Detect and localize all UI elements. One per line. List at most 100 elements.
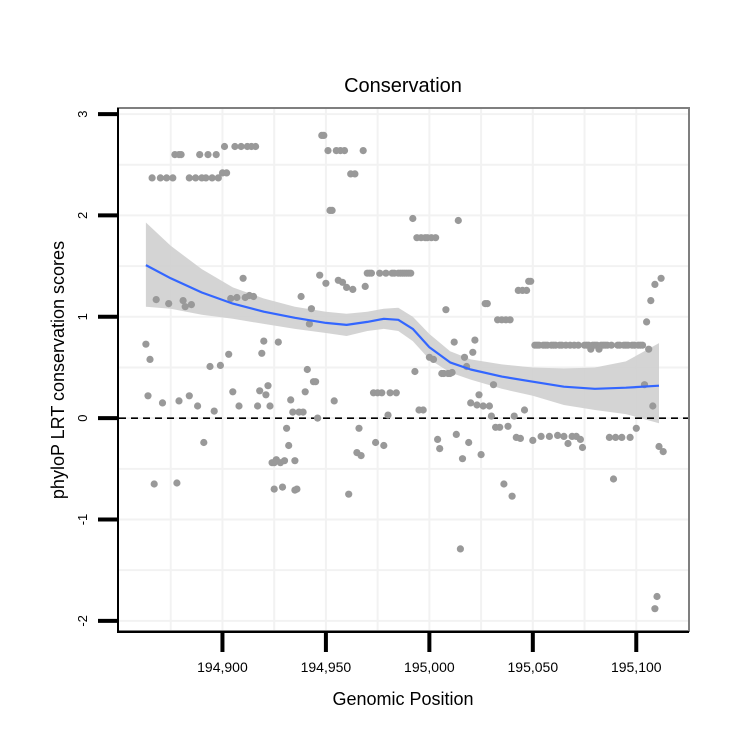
data-point	[529, 436, 537, 444]
x-tick-label: 195,000	[404, 659, 455, 675]
data-point	[274, 338, 282, 346]
x-tick-label: 195,100	[611, 659, 662, 675]
data-point	[429, 355, 438, 363]
data-point	[469, 348, 477, 356]
data-point	[185, 174, 193, 182]
data-point	[345, 490, 353, 498]
data-point	[185, 392, 193, 400]
data-point	[376, 269, 384, 277]
data-point	[150, 480, 158, 488]
data-point	[227, 294, 235, 303]
data-point	[450, 338, 458, 346]
data-point	[626, 433, 634, 441]
data-point	[233, 293, 241, 302]
data-point	[655, 442, 663, 451]
chart-title: Conservation	[344, 75, 462, 97]
data-point	[649, 402, 657, 410]
data-point	[500, 480, 508, 488]
data-point	[181, 303, 189, 311]
data-point	[657, 274, 665, 282]
data-point	[351, 170, 359, 178]
data-point	[643, 318, 651, 326]
data-point	[179, 297, 187, 305]
data-point	[293, 485, 301, 493]
data-point	[355, 424, 363, 432]
data-point	[576, 435, 585, 443]
y-tick-label: -1	[75, 514, 90, 526]
data-point	[578, 443, 587, 452]
data-point	[554, 431, 562, 439]
data-point	[510, 412, 518, 420]
data-point	[392, 389, 400, 397]
data-point	[142, 340, 150, 348]
data-point	[340, 147, 349, 155]
data-point	[372, 438, 380, 447]
data-point	[206, 362, 214, 371]
data-point	[216, 361, 224, 369]
data-point	[305, 320, 313, 328]
data-point	[330, 397, 338, 405]
data-point	[382, 269, 390, 277]
data-point	[659, 448, 667, 456]
data-point	[458, 455, 467, 463]
data-point	[214, 174, 222, 182]
data-point	[320, 131, 328, 139]
data-point	[651, 605, 659, 613]
data-point	[452, 430, 460, 438]
data-point	[607, 341, 616, 349]
data-point	[314, 414, 322, 422]
data-point	[361, 282, 369, 290]
data-point	[516, 434, 525, 442]
data-point	[303, 365, 311, 374]
data-point	[506, 316, 514, 324]
data-point	[564, 439, 572, 448]
data-point	[169, 174, 177, 182]
data-point	[254, 402, 262, 410]
data-point	[411, 367, 419, 376]
smooth-line-layer	[145, 264, 660, 390]
data-point	[496, 423, 504, 431]
data-point	[146, 355, 154, 363]
data-point	[612, 433, 620, 441]
y-axis-label: phyloP LRT conservation scores	[48, 241, 68, 499]
data-point	[192, 174, 200, 182]
data-point	[605, 433, 614, 441]
data-point	[359, 147, 367, 155]
y-tick-label: 2	[75, 212, 90, 219]
data-point	[523, 286, 531, 294]
data-point	[200, 438, 208, 447]
data-point	[483, 300, 491, 308]
data-point	[504, 422, 512, 430]
data-point	[471, 336, 479, 344]
data-point	[225, 350, 233, 358]
y-tick-label: 3	[75, 110, 90, 117]
data-point	[467, 399, 475, 407]
x-axis-label: Genomic Position	[332, 689, 473, 709]
data-point	[448, 368, 456, 377]
data-point	[475, 391, 483, 399]
data-point	[260, 337, 268, 345]
data-point	[485, 402, 493, 410]
data-point	[289, 408, 297, 416]
data-point	[477, 451, 485, 459]
data-point	[465, 438, 473, 447]
data-point	[349, 285, 357, 293]
data-point	[520, 406, 529, 414]
data-point	[442, 306, 450, 314]
data-point	[632, 424, 640, 432]
data-point	[175, 397, 183, 405]
data-point	[384, 411, 392, 419]
data-point	[489, 381, 498, 389]
data-point	[651, 280, 659, 288]
y-tick-label: 0	[75, 414, 90, 421]
data-point	[187, 301, 195, 309]
data-point	[194, 402, 202, 410]
data-point	[299, 408, 307, 416]
y-tick-label: -2	[75, 615, 90, 627]
data-point	[291, 457, 299, 465]
data-point	[220, 142, 229, 151]
data-point	[177, 151, 185, 159]
x-tick-label: 195,050	[508, 659, 559, 675]
data-point	[653, 592, 661, 601]
data-point	[456, 545, 464, 553]
